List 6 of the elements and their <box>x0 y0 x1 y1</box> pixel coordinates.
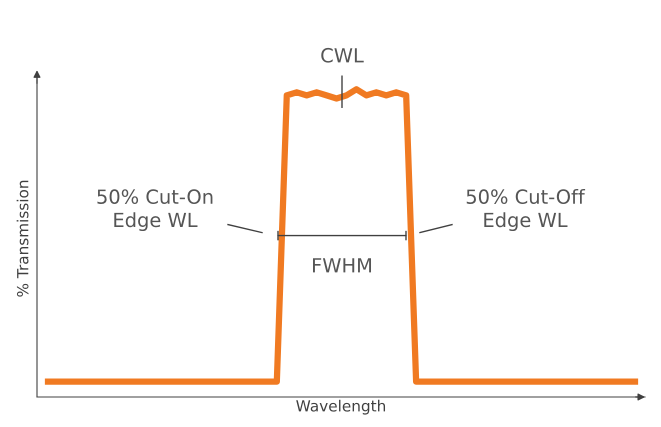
text: CWL <box>321 48 364 63</box>
annotation: FWHM <box>313 258 372 272</box>
annotation: 50% Cut-On Edge WL <box>97 189 212 232</box>
y-axis-title: % Transmission <box>16 180 28 297</box>
x-axis-title: Wavelength <box>296 400 386 415</box>
annotation: 50% Cut-Off Edge WL <box>466 188 586 232</box>
